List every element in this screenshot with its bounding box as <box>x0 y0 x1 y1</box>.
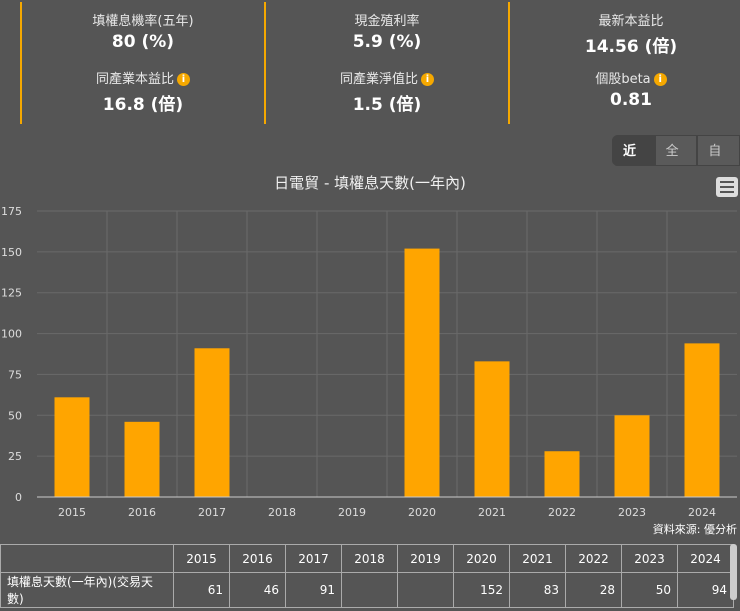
bar-2024 <box>684 343 720 497</box>
bar-2023 <box>614 415 650 497</box>
bar-2020 <box>404 248 440 497</box>
table-cell: 91 <box>285 572 342 608</box>
x-tick-label: 2023 <box>618 506 646 519</box>
scrollbar[interactable] <box>730 544 737 600</box>
table-header-cell: 2020 <box>453 544 510 573</box>
table-cell: 填權息天數(一年內)(交易天數) <box>0 572 174 608</box>
stats-column: 填權息機率(五年) 80 (%) 同產業本益比 i 16.8 (倍) <box>20 2 264 124</box>
bar-2015 <box>54 397 90 497</box>
y-tick-label: 175 <box>1 205 22 218</box>
table-header-cell: 2017 <box>285 544 342 573</box>
table-cell: 28 <box>565 572 622 608</box>
x-tick-label: 2020 <box>408 506 436 519</box>
range-all-button[interactable]: 全部 <box>654 135 698 166</box>
bar-2021 <box>474 361 510 497</box>
table-cell: 94 <box>677 572 734 608</box>
y-tick-label: 0 <box>15 491 22 504</box>
y-tick-label: 125 <box>1 287 22 300</box>
table-header-cell: 2024 <box>677 544 734 573</box>
stat-label: 同產業淨值比 <box>339 72 418 87</box>
table-header-cell: 2022 <box>565 544 622 573</box>
x-tick-label: 2017 <box>198 506 226 519</box>
table-header-cell: 2023 <box>621 544 678 573</box>
info-icon[interactable]: i <box>421 73 434 86</box>
x-tick-label: 2019 <box>338 506 366 519</box>
bar-2022 <box>544 451 580 497</box>
table-header-cell: 2021 <box>509 544 566 573</box>
stats-panel: 填權息機率(五年) 80 (%) 同產業本益比 i 16.8 (倍) 現金殖利率 … <box>0 0 740 125</box>
x-tick-label: 2016 <box>128 506 156 519</box>
x-tick-label: 2024 <box>688 506 716 519</box>
stat-label: 同產業本益比 <box>95 72 174 87</box>
range-recent-button[interactable]: 近期 <box>612 135 655 166</box>
table-header-cell: 2019 <box>397 544 454 573</box>
table-header-row: 2015 2016 2017 2018 2019 2020 2021 2022 2023 2024 <box>0 544 734 573</box>
stat-value: 5.9 (%) <box>352 32 422 52</box>
table-header-cell: 2015 <box>173 544 230 573</box>
stat-label: 現金殖利率 <box>354 14 420 29</box>
table-header-cell: 2016 <box>229 544 286 573</box>
y-tick-label: 50 <box>8 409 22 422</box>
chart-title: 日電貿 - 填權息天數(一年內) <box>274 174 466 192</box>
stat-value: 0.81 <box>610 90 652 110</box>
stat-value: 1.5 (倍) <box>352 95 422 115</box>
table-header-cell: 2018 <box>341 544 398 573</box>
range-selector: 近期 全部 自訂 <box>612 135 740 166</box>
stats-column: 最新本益比 14.56 (倍) 個股beta i 0.81 <box>508 2 740 124</box>
stat-value: 16.8 (倍) <box>102 95 184 115</box>
table-cell <box>341 572 398 608</box>
table-header-cell <box>0 544 174 573</box>
x-tick-label: 2021 <box>478 506 506 519</box>
y-tick-label: 25 <box>8 450 22 463</box>
y-tick-label: 75 <box>8 368 22 381</box>
hamburger-icon[interactable] <box>716 177 738 197</box>
x-tick-label: 2015 <box>58 506 86 519</box>
stats-column: 現金殖利率 5.9 (%) 同產業淨值比 i 1.5 (倍) <box>264 2 508 124</box>
info-icon[interactable]: i <box>653 73 667 86</box>
bar-2017 <box>194 348 230 497</box>
table-cell: 46 <box>229 572 286 608</box>
table-cell <box>397 572 454 608</box>
x-tick-label: 2018 <box>268 506 296 519</box>
stat-label: 最新本益比 <box>598 14 664 29</box>
info-icon[interactable]: i <box>177 73 190 86</box>
table-cell: 61 <box>173 572 230 608</box>
stat-label: 填權息機率(五年) <box>92 14 194 29</box>
table-cell: 50 <box>621 572 678 608</box>
table-cell: 83 <box>509 572 566 608</box>
table-row: 填權息天數(一年內)(交易天數) 61 46 91 152 83 28 50 94 <box>0 572 734 608</box>
y-tick-label: 100 <box>1 328 22 341</box>
y-tick-label: 150 <box>1 246 22 259</box>
x-tick-label: 2022 <box>548 506 576 519</box>
stat-value: 14.56 (倍) <box>584 37 678 57</box>
range-custom-button[interactable]: 自訂 <box>697 135 740 166</box>
bar-2016 <box>124 421 160 497</box>
stat-label: 個股beta <box>595 72 651 87</box>
data-source: 資料來源: 優分析 <box>652 523 737 536</box>
stat-value: 80 (%) <box>111 32 175 52</box>
data-table: 2015 2016 2017 2018 2019 2020 2021 2022 2023 2024… <box>0 544 734 608</box>
table-cell: 152 <box>453 572 510 608</box>
